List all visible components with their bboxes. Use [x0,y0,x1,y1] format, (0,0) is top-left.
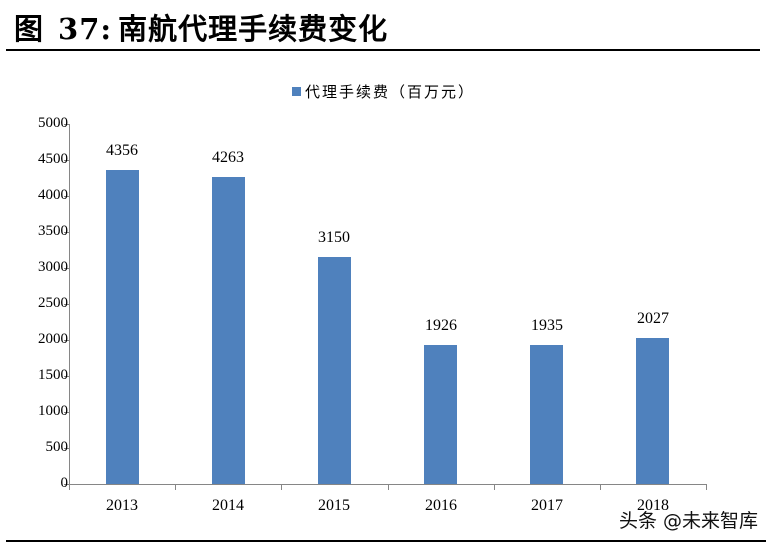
title-rule [6,49,760,51]
bar-2016 [424,345,457,484]
x-tick-label: 2013 [106,497,138,514]
x-tick [600,484,601,490]
y-tick [64,340,69,341]
y-tick [64,124,69,125]
y-tick-label: 5000 [38,115,68,131]
y-tick-label: 3000 [38,259,68,275]
y-tick-label: 1000 [38,403,68,419]
x-axis-line [69,484,706,485]
bar-value-label: 4263 [212,149,244,166]
x-tick [175,484,176,490]
legend-swatch-icon [292,87,301,96]
y-tick [64,448,69,449]
bar-2013 [106,170,139,484]
bar-value-label: 1935 [531,317,563,334]
x-tick-label: 2017 [531,497,563,514]
x-tick [281,484,282,490]
y-tick [64,304,69,305]
x-tick [69,484,70,490]
y-tick-label: 4500 [38,151,68,167]
bar-value-label: 3150 [318,229,350,246]
bar-2018 [636,338,669,484]
x-tick [706,484,707,490]
figure-title: 图 37: 南航代理手续费变化 [14,6,388,48]
bar-value-label: 1926 [425,317,457,334]
y-tick-label: 4000 [38,187,68,203]
y-tick-label: 3500 [38,223,68,239]
x-tick [494,484,495,490]
figure-title-text: 南航代理手续费变化 [118,12,389,46]
y-tick [64,376,69,377]
y-axis-line [69,124,70,485]
y-tick [64,232,69,233]
y-tick [64,160,69,161]
y-tick [64,412,69,413]
chart-legend: 代理手续费（百万元） [292,81,475,102]
watermark: 头条 @未来智库 [619,510,759,532]
y-tick [64,268,69,269]
bar-2017 [530,345,563,484]
y-tick-label: 0 [60,475,69,491]
figure-label: 图 [14,12,45,46]
y-tick-label: 2000 [38,331,68,347]
figure-number: 37: [58,12,113,46]
bar-value-label: 2027 [637,310,669,327]
bar-value-label: 4356 [106,142,138,159]
y-tick-label: 2500 [38,295,68,311]
legend-label: 代理手续费（百万元） [305,83,476,101]
bottom-rule [6,540,766,542]
bar-2015 [318,257,351,484]
x-tick-label: 2014 [212,497,244,514]
x-tick-label: 2015 [318,497,350,514]
x-tick [388,484,389,490]
y-tick [64,196,69,197]
y-tick [64,484,69,485]
y-tick-label: 1500 [38,367,68,383]
bar-2014 [212,177,245,484]
x-tick-label: 2016 [425,497,457,514]
x-tick-label: 2018 [637,497,669,514]
y-tick-label: 500 [45,439,69,455]
